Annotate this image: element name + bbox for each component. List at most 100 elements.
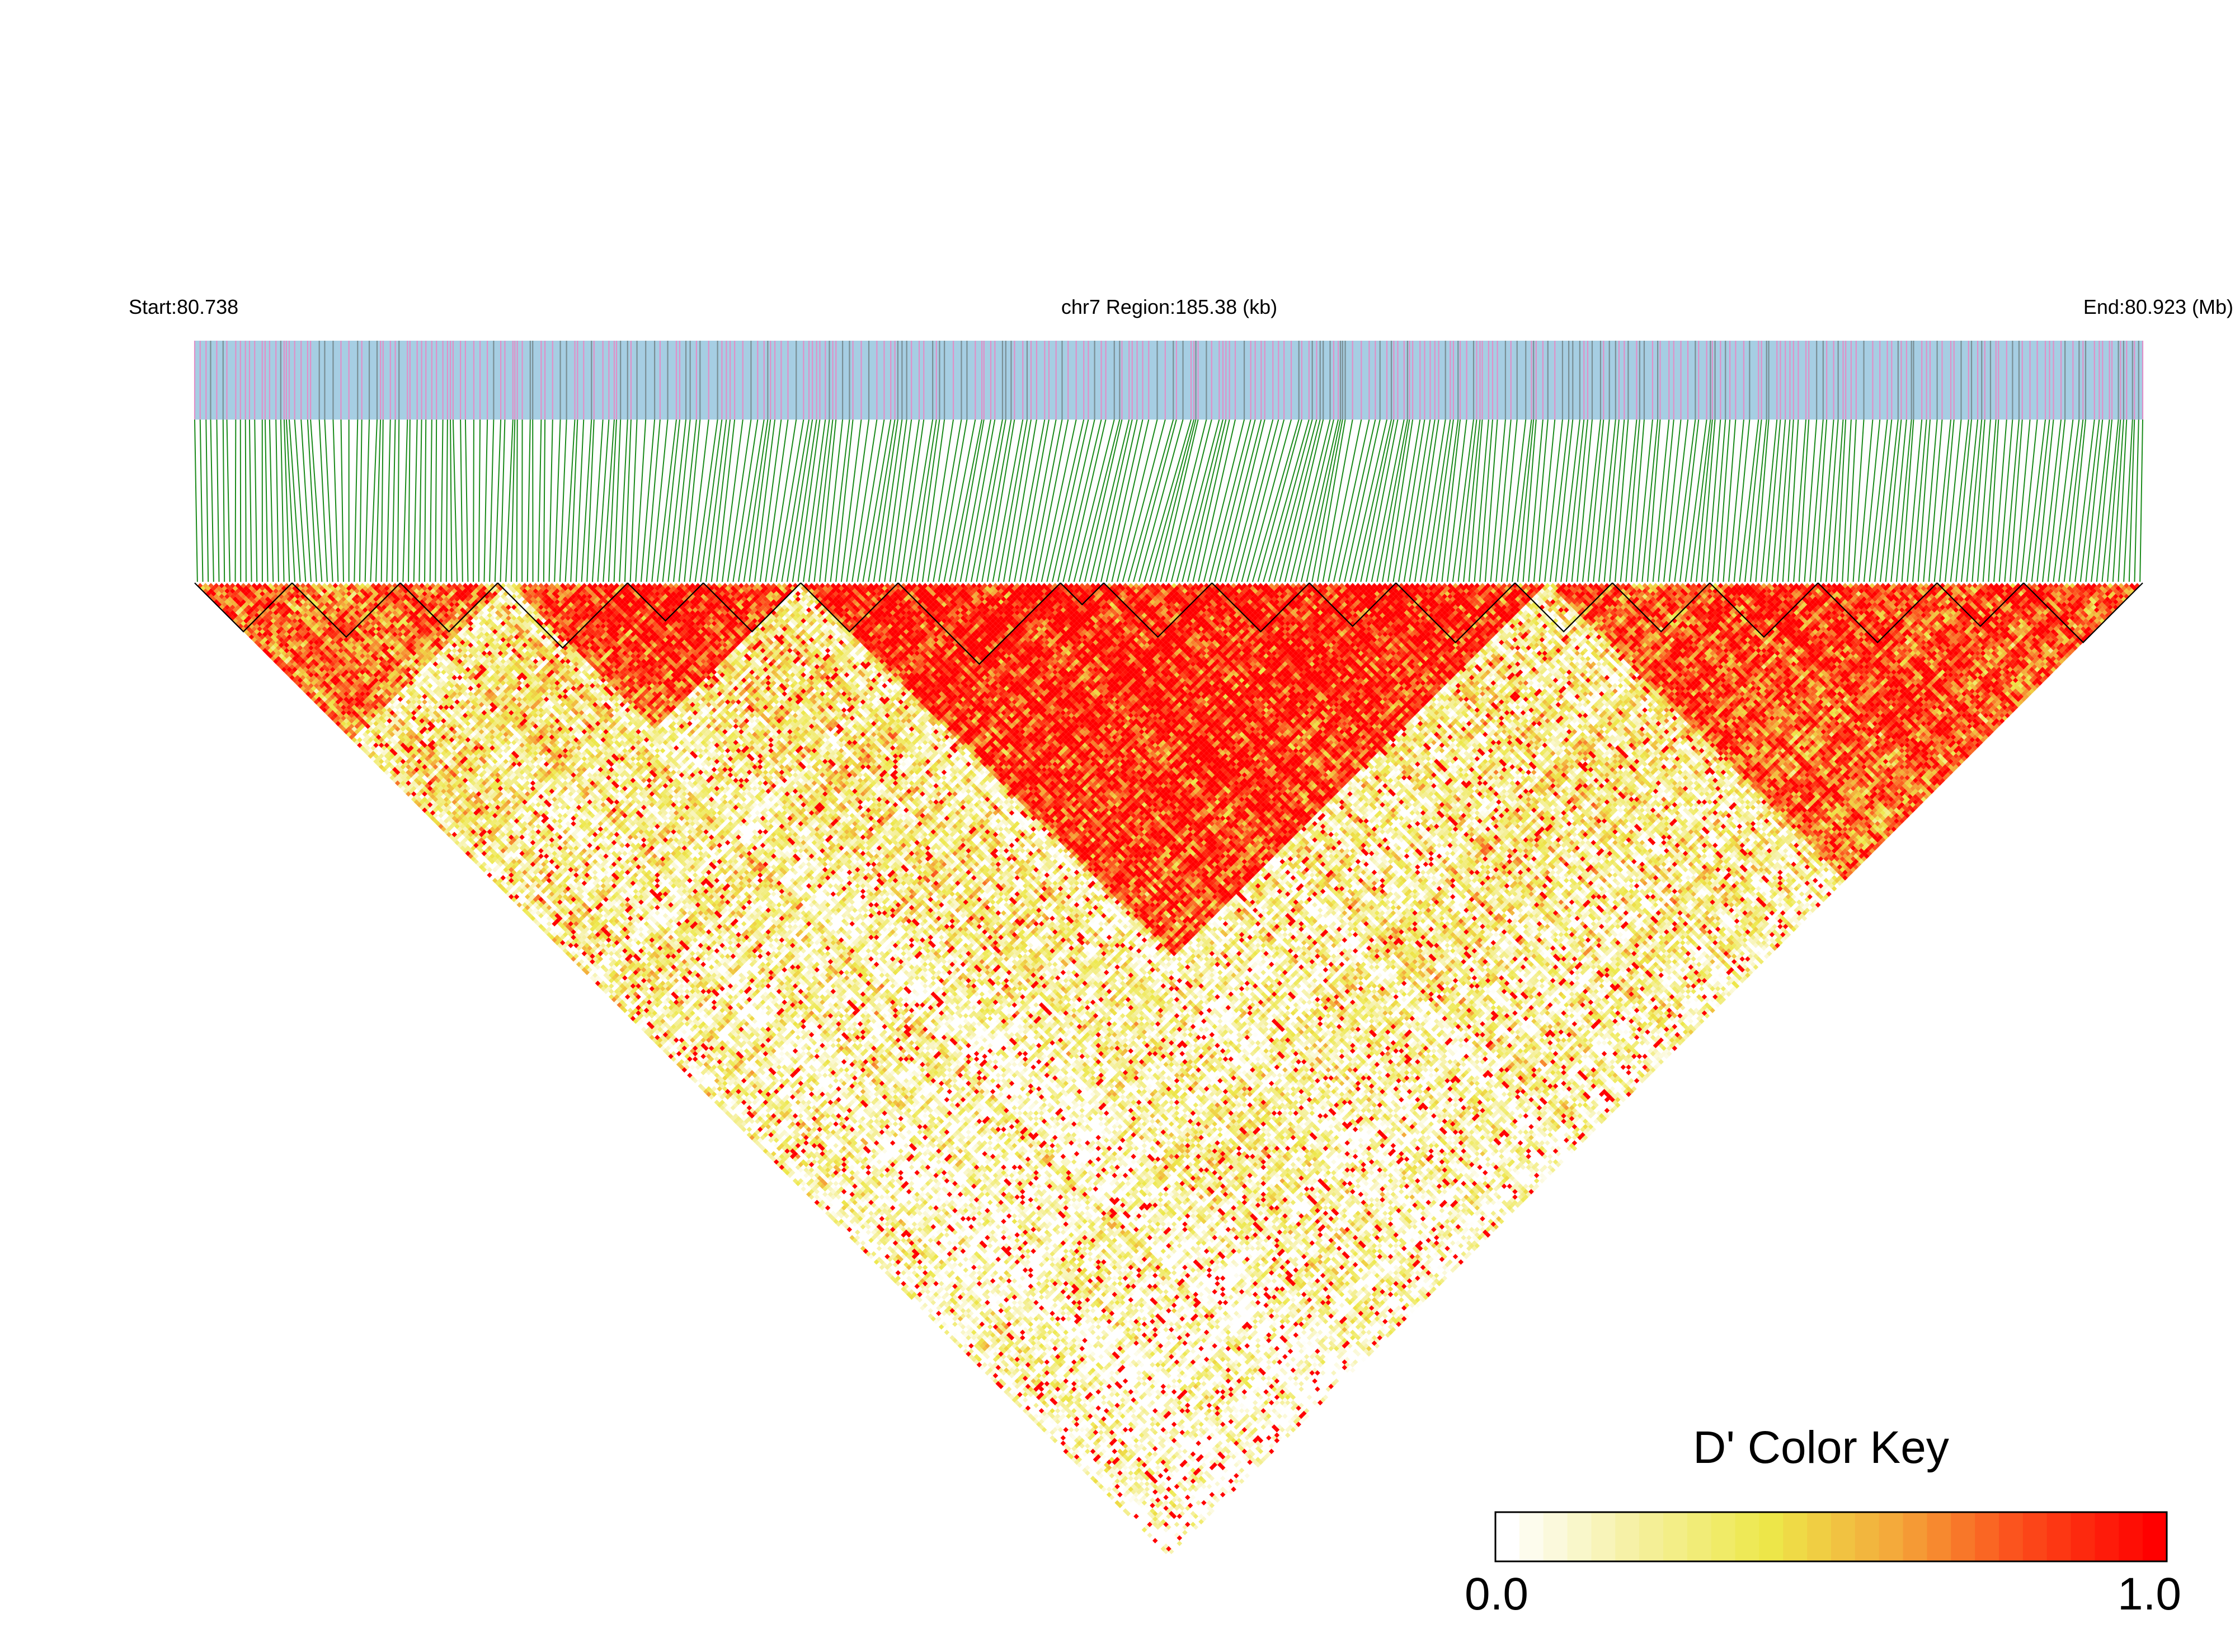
snp-connector	[430, 420, 432, 582]
snp-connector	[354, 420, 357, 582]
snp-connector	[1388, 420, 1413, 582]
snp-connector	[647, 420, 660, 582]
snp-connector	[1334, 420, 1369, 582]
snp-connector	[516, 420, 517, 582]
snp-connector	[446, 420, 448, 582]
snp-connector	[1020, 420, 1049, 582]
snp-connector	[733, 420, 757, 582]
snp-connector	[490, 420, 493, 582]
snp-connector	[2134, 420, 2138, 582]
snp-connector	[528, 420, 530, 582]
snp-connector	[630, 420, 637, 582]
snp-connector	[1361, 420, 1394, 582]
snp-connector	[284, 420, 289, 582]
snp-connector	[453, 420, 457, 582]
snp-connector	[1133, 420, 1177, 582]
snp-connector	[1621, 420, 1637, 582]
start-label: Start:80.738	[129, 295, 238, 318]
snp-connector	[939, 420, 967, 582]
snp-connector	[1935, 420, 1951, 582]
snp-connector	[566, 420, 575, 582]
snp-connector	[1074, 420, 1114, 582]
snp-connector	[500, 420, 505, 582]
snp-connector	[884, 420, 906, 582]
snp-connector	[2064, 420, 2083, 582]
snp-connector	[1420, 420, 1446, 582]
snp-connector	[1940, 420, 1954, 582]
snp-connector	[760, 420, 782, 582]
snp-connector	[765, 420, 788, 582]
snp-connector	[1756, 420, 1768, 582]
snp-connector	[1171, 420, 1212, 582]
snp-connector	[1409, 420, 1434, 582]
snp-connector	[227, 420, 230, 582]
snp-connector	[250, 420, 252, 582]
snp-connector	[1842, 420, 1851, 582]
snp-connector	[1723, 420, 1735, 582]
snp-connector	[592, 420, 603, 582]
snp-connector	[1458, 420, 1476, 582]
snp-connector	[408, 420, 410, 582]
snp-connector	[341, 420, 344, 582]
snp-connector	[1236, 420, 1278, 582]
snp-connector	[295, 420, 306, 582]
snp-connector	[636, 420, 646, 582]
snp-connector	[554, 420, 560, 582]
snp-connector	[301, 420, 311, 582]
snp-connector	[1247, 420, 1291, 582]
region-label: chr7 Region:185.38 (kb)	[1061, 295, 1277, 318]
snp-connector	[1788, 420, 1798, 582]
snp-position-track	[195, 341, 2143, 420]
snp-connector	[852, 420, 877, 582]
snp-connector	[933, 420, 961, 582]
snp-connector	[1318, 420, 1345, 582]
snp-connector	[1242, 420, 1284, 582]
snp-connector	[398, 420, 399, 582]
snp-connector	[2059, 420, 2079, 582]
snp-connector	[1372, 420, 1404, 582]
snp-connector	[473, 420, 474, 582]
snp-connector	[1437, 420, 1458, 582]
snp-connector	[265, 420, 268, 582]
snp-connector	[771, 420, 796, 582]
snp-connector	[495, 420, 501, 582]
snp-connector	[1344, 420, 1380, 582]
snp-connector	[1858, 420, 1872, 582]
snp-connector	[571, 420, 577, 582]
snp-connector	[465, 420, 468, 582]
snp-connector	[625, 420, 631, 582]
snp-connector	[641, 420, 655, 582]
snp-connector	[544, 420, 545, 582]
snp-connector	[1301, 420, 1338, 582]
snp-connector	[365, 420, 369, 582]
snp-connector	[1231, 420, 1273, 582]
snp-connector	[450, 420, 451, 582]
snp-connector	[414, 420, 417, 582]
snp-connector	[2129, 420, 2134, 582]
snp-connector	[858, 420, 884, 582]
snp-connector	[435, 420, 436, 582]
snp-connector	[1069, 420, 1105, 582]
snp-connector	[1101, 420, 1137, 582]
snp-connector	[387, 420, 390, 582]
snp-connector	[255, 420, 257, 582]
snp-connector	[1999, 420, 2013, 582]
snp-connector	[1393, 420, 1420, 582]
snp-connector	[276, 420, 279, 582]
snp-connector	[360, 420, 362, 582]
snp-connector	[1226, 420, 1265, 582]
snp-connector	[382, 420, 383, 582]
snp-connector	[200, 420, 203, 582]
header-labels: Start:80.738 chr7 Region:185.38 (kb) End…	[129, 295, 2233, 318]
snp-connector	[270, 420, 273, 582]
snp-connector	[1464, 420, 1480, 582]
snp-connector	[706, 420, 726, 582]
snp-connector	[1296, 420, 1334, 582]
snp-connector	[1994, 420, 2007, 582]
snp-connector	[392, 420, 396, 582]
snp-connector	[223, 420, 224, 582]
snp-connector	[1123, 420, 1165, 582]
snp-connector	[1307, 420, 1340, 582]
snp-connector	[1112, 420, 1149, 582]
